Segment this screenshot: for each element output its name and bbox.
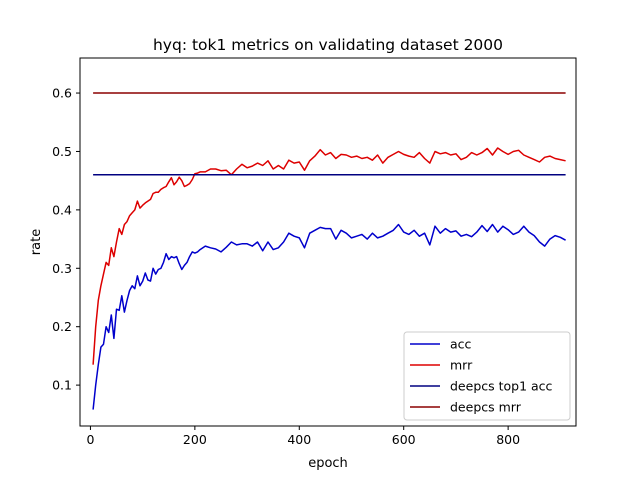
y-axis-label: rate (29, 229, 44, 255)
x-tick-label: 800 (496, 432, 520, 447)
y-tick-label: 0.5 (52, 144, 72, 159)
y-tick-label: 0.6 (52, 86, 72, 101)
x-axis-label: epoch (308, 456, 348, 471)
y-axis-ticks: 0.1 0.2 0.3 0.4 0.5 0.6 (52, 86, 80, 393)
x-tick-label: 600 (392, 432, 416, 447)
plot-frame (79, 57, 577, 427)
plot-lines (92, 92, 566, 410)
legend-label: mrr (450, 358, 473, 373)
x-tick-label: 200 (183, 432, 207, 447)
x-tick-label: 0 (86, 432, 94, 447)
chart-title: hyq: tok1 metrics on validating dataset … (153, 36, 503, 54)
legend-label: deepcs mrr (450, 400, 522, 415)
series-line-acc (92, 223, 566, 410)
series-line-mrr (92, 147, 566, 365)
y-tick-label: 0.3 (52, 261, 72, 276)
legend-box (403, 331, 571, 421)
y-tick-label: 0.2 (52, 319, 72, 334)
y-tick-label: 0.4 (52, 202, 72, 217)
legend-label: acc (450, 337, 472, 352)
legend-label: deepcs top1 acc (450, 379, 553, 394)
legend: acc mrr deepcs top1 acc deepcs mrr (403, 331, 571, 421)
x-axis-ticks: 0 200 400 600 800 (86, 426, 520, 447)
y-tick-label: 0.1 (52, 378, 72, 393)
x-tick-label: 400 (287, 432, 311, 447)
